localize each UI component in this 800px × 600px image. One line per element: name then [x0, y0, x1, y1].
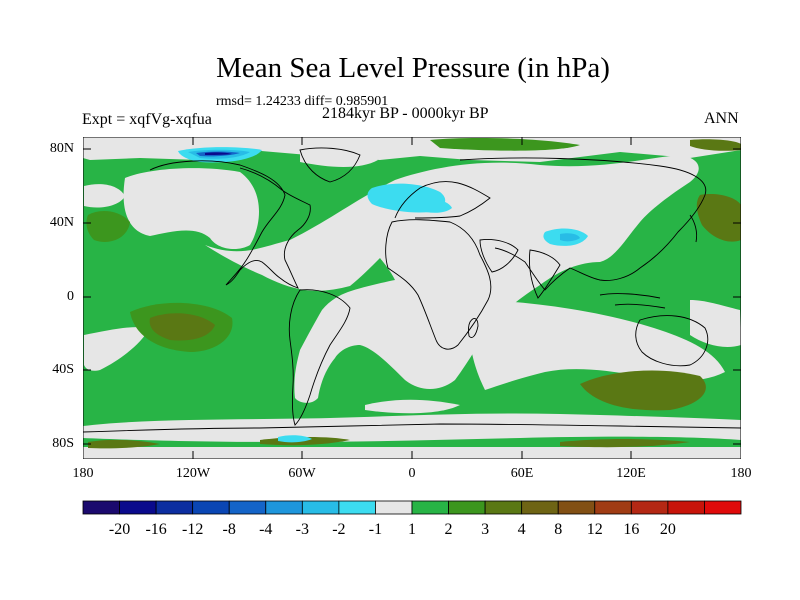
colorbar-label: 2	[444, 521, 453, 538]
colorbar-box	[228, 500, 267, 515]
grey-antarctic-strip	[83, 413, 741, 442]
grey-arctic	[83, 137, 741, 162]
colorbar-box	[155, 500, 194, 515]
colorbar-label: 1	[408, 521, 416, 538]
cyan-antarctic	[278, 435, 312, 443]
colorbar-label: -1	[368, 521, 383, 538]
colorbar-label: -4	[259, 521, 273, 538]
coast-indonesia	[599, 293, 666, 309]
positive-regions	[86, 137, 741, 449]
grey-indian-ocean	[468, 300, 725, 390]
grey-southern-ocean-patch	[365, 399, 460, 414]
colorbar-label: 3	[481, 521, 490, 538]
grey-south-pacific	[84, 327, 150, 371]
colorbar-label: -3	[295, 521, 309, 538]
olive-antarctic-west	[88, 439, 160, 449]
lon-label-60w: 60W	[288, 466, 316, 481]
coast-africa	[385, 219, 492, 350]
colorbar-label: 8	[554, 521, 563, 538]
coast-japan	[689, 214, 698, 243]
coastlines	[83, 147, 741, 433]
coast-south-america	[288, 289, 351, 426]
lon-label-120e: 120E	[616, 466, 646, 481]
olive-south-indian	[580, 370, 706, 411]
colorbar-box	[301, 500, 340, 515]
lat-label-80s: 80S	[52, 436, 74, 451]
lat-label-80n: 80N	[49, 141, 74, 156]
plot-title: Mean Sea Level Pressure (in hPa)	[216, 52, 610, 84]
colorbar-box	[630, 500, 669, 515]
season-label: ANN	[704, 110, 739, 127]
grey-south-atlantic	[330, 316, 440, 351]
olive-south-pacific-core	[149, 313, 215, 341]
coast-europe	[394, 181, 491, 219]
colorbar-label: -20	[108, 521, 131, 538]
colorbar-label: 16	[623, 521, 640, 538]
olive-arctic-center	[430, 137, 580, 151]
negative-regions	[178, 147, 588, 443]
colorbar-box	[704, 500, 742, 515]
coast-north-america	[149, 160, 311, 289]
colorbar-box	[338, 500, 376, 515]
experiment-label: Expt = xqfVg-xqfua	[82, 111, 212, 128]
colorbar-label: -8	[222, 521, 236, 538]
colorbar-box	[82, 500, 120, 515]
colorbar-box	[192, 500, 230, 515]
coast-australia	[635, 315, 709, 367]
colorbar-box	[484, 500, 523, 515]
colorbar-box	[119, 500, 157, 515]
axis-ticks	[83, 137, 741, 459]
cyan-europe	[415, 198, 452, 213]
colorbar-label: 20	[659, 521, 676, 538]
coast-greenland	[299, 147, 361, 183]
olive-arctic-east	[690, 139, 741, 151]
colorbar-box	[375, 500, 413, 515]
olive-north-pacific	[86, 210, 130, 242]
colorbar-box	[265, 500, 303, 515]
stats-text: rmsd= 1.24233 diff= 0.985901	[216, 94, 389, 109]
lon-label-180w: 180	[72, 466, 94, 481]
lat-label-40s: 40S	[52, 362, 74, 377]
colorbar-box	[448, 500, 486, 515]
colorbar-box	[411, 500, 449, 515]
lat-label-40n: 40N	[49, 215, 74, 230]
olive-west-pacific	[696, 194, 741, 242]
coast-antarctica	[83, 423, 741, 433]
contour-field	[83, 137, 741, 459]
colorbar	[82, 500, 742, 515]
grey-canada	[123, 168, 260, 250]
colorbar-label: 12	[586, 521, 603, 538]
colorbar-box	[557, 500, 596, 515]
neutral-regions	[83, 137, 741, 459]
colorbar-label: 4	[517, 521, 526, 538]
coast-madagascar	[467, 318, 479, 338]
lon-label-0: 0	[408, 466, 416, 481]
lightblue-tibet-core	[560, 233, 580, 242]
colorbar-label: -12	[181, 521, 204, 538]
colorbar-box	[667, 500, 705, 515]
coast-arabia	[479, 239, 519, 273]
colorbar-box	[521, 500, 559, 515]
olive-antarctic-east	[560, 439, 690, 448]
navy-canadian-arctic	[205, 152, 232, 155]
lat-label-0: 0	[67, 289, 74, 304]
period-label: 2184kyr BP - 0000kyr BP	[322, 105, 489, 122]
grey-north-pacific	[84, 184, 125, 208]
coast-india	[529, 249, 561, 299]
colorbar-label: -16	[145, 521, 167, 538]
coast-asia	[459, 157, 707, 291]
colorbar-box	[594, 500, 632, 515]
lon-label-60e: 60E	[510, 466, 534, 481]
lon-label-120w: 120W	[175, 466, 211, 481]
lon-label-180e: 180	[730, 466, 752, 481]
colorbar-label: -2	[332, 521, 346, 538]
grey-pacific-west	[690, 300, 741, 347]
